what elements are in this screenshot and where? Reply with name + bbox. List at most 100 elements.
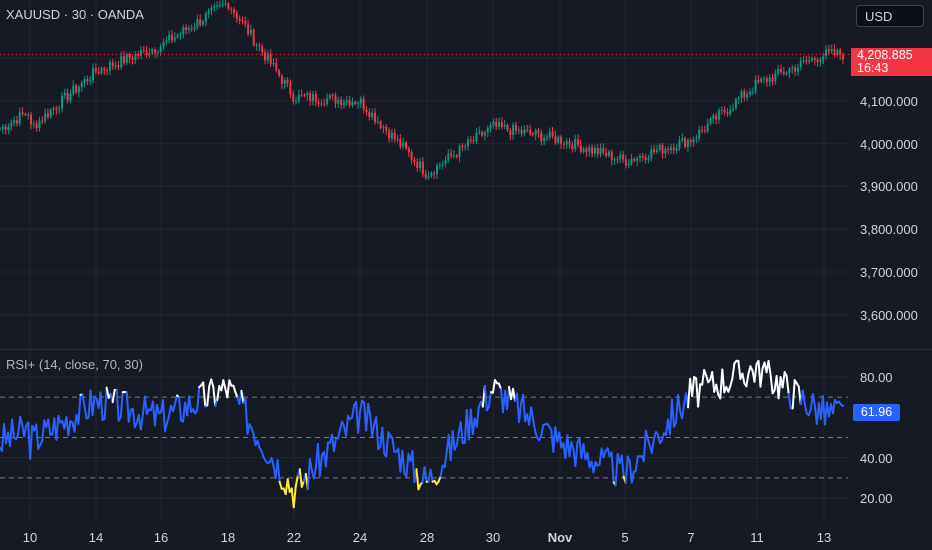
rsi-segment: [811, 393, 816, 407]
price-tick: 3,600.000: [860, 308, 918, 323]
candle-body: [557, 137, 560, 143]
rsi-segment: [381, 426, 386, 455]
candle-body: [419, 161, 422, 169]
rsi-segment: [222, 379, 227, 390]
candle-body: [77, 86, 80, 93]
price-tick: 3,700.000: [860, 265, 918, 280]
candle-body: [362, 98, 365, 110]
rsi-segment: [19, 415, 24, 426]
candle-body: [478, 131, 481, 133]
rsi-segment: [226, 379, 231, 399]
candle-body: [734, 99, 737, 109]
rsi-segment: [298, 468, 303, 488]
candle-body: [278, 70, 281, 76]
candle-body: [794, 67, 797, 72]
rsi-segment: [240, 389, 245, 405]
rsi-segment: [831, 398, 836, 415]
candle-body: [97, 71, 100, 74]
candle-body: [706, 123, 709, 132]
rsi-line[interactable]: [0, 359, 844, 509]
candle-body: [114, 65, 117, 67]
rsi-segment: [214, 398, 219, 407]
rsi-segment: [532, 418, 537, 433]
rsi-segment: [660, 432, 665, 442]
rsi-segment: [781, 370, 786, 389]
candle-body: [506, 124, 509, 131]
candle-body: [655, 149, 658, 152]
rsi-segment: [646, 437, 651, 448]
rsi-segment: [188, 395, 193, 413]
rsi-segment: [161, 399, 166, 433]
candle-body: [317, 102, 320, 104]
candle-body: [10, 122, 13, 127]
candle-body: [684, 138, 687, 148]
candlestick-series[interactable]: [0, 0, 844, 181]
candle-body: [258, 45, 261, 47]
candle-body: [337, 99, 340, 104]
candle-body: [134, 54, 137, 60]
candle-body: [562, 143, 565, 145]
symbol-title[interactable]: XAUUSD · 30 · OANDA: [6, 7, 144, 22]
rsi-indicator-title[interactable]: RSI+ (14, close, 70, 30): [6, 357, 143, 372]
candle-body: [218, 4, 221, 6]
candle-body: [548, 131, 551, 138]
candle-body: [540, 132, 543, 142]
candle-body: [717, 110, 720, 120]
candle-body: [836, 50, 839, 56]
rsi-segment: [232, 384, 237, 394]
candle-body: [269, 53, 272, 64]
candle-body: [675, 148, 678, 151]
candle-body: [486, 127, 489, 133]
candle-body: [204, 13, 207, 22]
candle-body: [66, 92, 69, 101]
candle-body: [379, 121, 382, 129]
candle-body: [266, 53, 269, 61]
candle-body: [390, 132, 393, 139]
candle-body: [18, 112, 21, 124]
candle-body: [168, 34, 171, 41]
candle-body: [551, 131, 554, 137]
rsi-segment: [367, 402, 372, 417]
rsi-segment: [582, 442, 587, 461]
candle-body: [799, 60, 802, 68]
rsi-segment: [411, 450, 416, 484]
rsi-segment: [602, 449, 607, 459]
candle-body: [238, 18, 241, 21]
candle-body: [585, 148, 588, 152]
candle-body: [483, 132, 486, 136]
rsi-segment: [455, 432, 460, 447]
rsi-segment: [359, 399, 364, 412]
candle-body: [187, 28, 190, 31]
rsi-segment: [196, 386, 201, 412]
rsi-segment: [801, 389, 806, 405]
candle-body: [326, 98, 329, 105]
candle-body: [52, 108, 55, 110]
candle-body: [303, 94, 306, 96]
rsi-segment: [697, 383, 702, 408]
candle-body: [658, 144, 661, 150]
candle-body: [309, 93, 312, 102]
candle-body: [162, 41, 165, 47]
candle-body: [261, 46, 264, 53]
candle-body: [819, 60, 822, 63]
candle-body: [495, 121, 498, 127]
rsi-segment: [715, 383, 720, 396]
candle-body: [543, 138, 546, 142]
candle-body: [726, 112, 729, 114]
currency-selector[interactable]: USD: [856, 5, 924, 27]
rsi-segment: [777, 376, 782, 400]
candle-body: [531, 133, 534, 135]
candle-body: [430, 172, 433, 177]
candle-body: [179, 33, 182, 35]
candle-body: [743, 91, 746, 98]
rsi-segment: [260, 450, 265, 459]
candle-body: [272, 63, 275, 65]
candle-body: [185, 27, 188, 31]
candle-body: [373, 112, 376, 123]
time-tick: 28: [419, 530, 435, 545]
candle-body: [49, 109, 52, 118]
candle-body: [830, 49, 833, 52]
candle-body: [224, 3, 227, 5]
candle-body: [376, 121, 379, 123]
